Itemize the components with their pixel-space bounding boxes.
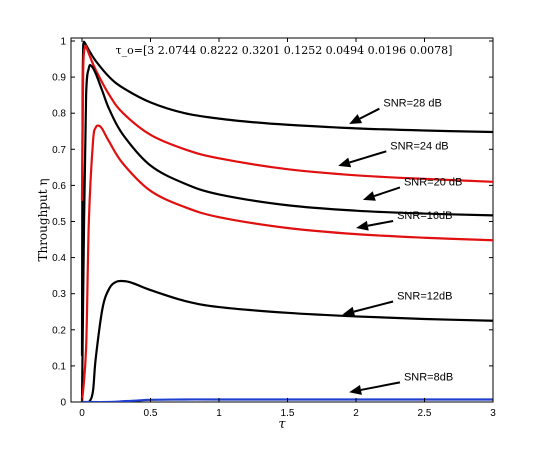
x-tick-label: 2 bbox=[353, 408, 359, 419]
x-axis-label: τ bbox=[278, 417, 286, 432]
x-tick-label: 3 bbox=[490, 408, 496, 419]
annotation-arrowhead bbox=[338, 157, 352, 168]
series-line-snr-12db bbox=[80, 279, 493, 402]
y-tick-label: 0.9 bbox=[52, 73, 66, 84]
annotation-arrow-line bbox=[360, 381, 401, 391]
annotation-layer: SNR=28 dB SNR=24 dB SNR=20 dB SNR=16dB SNR=1… bbox=[338, 98, 462, 395]
y-tick-label: 0.5 bbox=[52, 217, 66, 228]
y-tick-label: 0.6 bbox=[52, 181, 66, 192]
top-annotation: τ_o=[3 2.0744 0.8222 0.3201 0.1252 0.049… bbox=[116, 44, 453, 57]
y-tick-label: 0.2 bbox=[52, 325, 66, 336]
y-tick-label: 0.8 bbox=[52, 109, 66, 120]
y-tick-label: 0.4 bbox=[52, 253, 66, 264]
y-tick-label: 0.7 bbox=[52, 145, 66, 156]
x-tick-label: 1 bbox=[216, 408, 222, 419]
series-line-snr-20-db bbox=[80, 63, 493, 402]
y-axis-label: Throughput η bbox=[36, 178, 50, 261]
y-tick-label: 0 bbox=[60, 398, 66, 409]
annotation-arrow-line bbox=[359, 107, 380, 120]
x-tick-label: 0.5 bbox=[144, 408, 158, 419]
series-label-snr-16db: SNR=16dB bbox=[397, 210, 452, 222]
annotation-arrow-line bbox=[373, 186, 401, 197]
y-tick-label: 1 bbox=[60, 37, 66, 48]
annotation-arrowhead bbox=[342, 306, 356, 317]
tick-layer: 0 0.5 1 1.5 2 2.5 3 0 0.1 0.2 0.3 0.4 0.5 0.6 0.7 0.8 0.… bbox=[52, 37, 496, 420]
series-label-snr-8db: SNR=8dB bbox=[404, 371, 453, 383]
annotation-arrow-line bbox=[353, 300, 394, 313]
series-layer bbox=[80, 40, 493, 402]
annotation-arrowhead bbox=[349, 114, 363, 125]
series-line-snr-24-db bbox=[80, 44, 493, 201]
y-tick-label: 0.1 bbox=[52, 361, 66, 372]
x-tick-label: 1.5 bbox=[281, 408, 295, 419]
annotation-arrowhead bbox=[362, 191, 376, 201]
annotation-arrow-line bbox=[349, 150, 387, 164]
series-label-snr-24-db: SNR=24 dB bbox=[390, 140, 448, 152]
series-label-snr-28-db: SNR=28 dB bbox=[383, 98, 441, 110]
annotation-arrowhead bbox=[356, 220, 369, 231]
series-label-snr-12db: SNR=12dB bbox=[397, 290, 452, 302]
annotation-arrowhead bbox=[349, 385, 362, 395]
series-line-snr-8db bbox=[80, 398, 493, 402]
annotation-arrow-line bbox=[367, 219, 394, 227]
x-tick-label: 2.5 bbox=[418, 408, 432, 419]
series-line-snr-16db bbox=[80, 124, 493, 402]
series-label-snr-20-db: SNR=20 dB bbox=[404, 176, 462, 188]
y-tick-label: 0.3 bbox=[52, 289, 66, 300]
x-tick-label: 0 bbox=[79, 408, 85, 419]
